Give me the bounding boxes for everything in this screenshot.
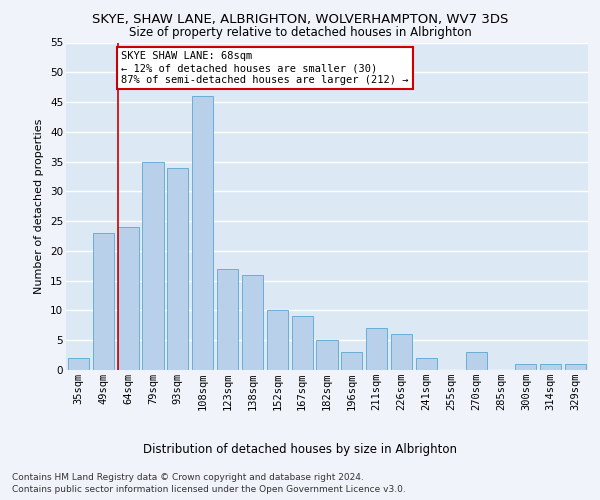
Bar [391, 334, 412, 370]
Text: Contains public sector information licensed under the Open Government Licence v3: Contains public sector information licen… [12, 485, 406, 494]
Y-axis label: Number of detached properties: Number of detached properties [34, 118, 44, 294]
Bar [267, 310, 288, 370]
Bar [366, 328, 387, 370]
Text: Size of property relative to detached houses in Albrighton: Size of property relative to detached ho… [128, 26, 472, 39]
Text: SKYE SHAW LANE: 68sqm
← 12% of detached houses are smaller (30)
87% of semi-deta: SKYE SHAW LANE: 68sqm ← 12% of detached … [121, 52, 409, 84]
Text: Distribution of detached houses by size in Albrighton: Distribution of detached houses by size … [143, 442, 457, 456]
Bar [466, 352, 487, 370]
Bar [142, 162, 164, 370]
Bar [565, 364, 586, 370]
Bar [540, 364, 561, 370]
Bar [292, 316, 313, 370]
Bar [167, 168, 188, 370]
Bar [118, 227, 139, 370]
Bar [341, 352, 362, 370]
Bar [316, 340, 338, 370]
Bar [93, 233, 114, 370]
Text: SKYE, SHAW LANE, ALBRIGHTON, WOLVERHAMPTON, WV7 3DS: SKYE, SHAW LANE, ALBRIGHTON, WOLVERHAMPT… [92, 12, 508, 26]
Bar [242, 274, 263, 370]
Bar [217, 269, 238, 370]
Bar [68, 358, 89, 370]
Bar [192, 96, 213, 370]
Bar [416, 358, 437, 370]
Bar [515, 364, 536, 370]
Text: Contains HM Land Registry data © Crown copyright and database right 2024.: Contains HM Land Registry data © Crown c… [12, 472, 364, 482]
